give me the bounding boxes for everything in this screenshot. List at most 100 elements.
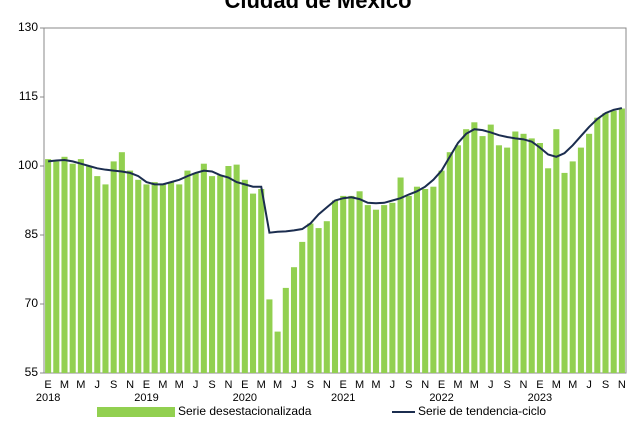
bar: [618, 108, 625, 373]
bar: [528, 138, 535, 373]
bar: [102, 184, 109, 373]
bar: [151, 182, 158, 373]
bar: [315, 228, 322, 373]
year-label: 2019: [134, 392, 158, 404]
x-tick-label: M: [257, 379, 266, 391]
bar: [168, 182, 175, 373]
x-tick-label: J: [586, 379, 592, 391]
bar: [487, 124, 494, 373]
bar: [463, 129, 470, 373]
bar: [430, 186, 437, 373]
bar: [381, 205, 388, 373]
bar: [225, 166, 232, 373]
bar: [77, 159, 84, 373]
x-tick-label: E: [143, 379, 150, 391]
x-tick-label: J: [291, 379, 297, 391]
x-tick-label: S: [405, 379, 412, 391]
x-tick-label: M: [158, 379, 167, 391]
bar: [299, 241, 306, 373]
bar: [536, 143, 543, 373]
bar: [577, 147, 584, 373]
y-tick-label: 85: [25, 227, 39, 241]
bar: [86, 166, 93, 373]
x-tick-label: J: [390, 379, 396, 391]
x-tick-label: J: [193, 379, 199, 391]
bar: [274, 331, 281, 373]
year-label: 2020: [233, 392, 257, 404]
bar: [200, 163, 207, 373]
bar: [192, 172, 199, 373]
bar: [479, 136, 486, 373]
bar: [512, 131, 519, 373]
x-tick-label: E: [340, 379, 347, 391]
x-tick-label: N: [126, 379, 134, 391]
bar: [446, 152, 453, 373]
bar: [405, 195, 412, 373]
year-label: 2018: [36, 392, 60, 404]
bar: [217, 175, 224, 373]
x-tick-label: N: [323, 379, 331, 391]
x-tick-label: M: [552, 379, 561, 391]
x-tick-label: S: [307, 379, 314, 391]
x-tick-label: M: [76, 379, 85, 391]
bar: [53, 161, 60, 373]
chart-title: Ciudad de México: [224, 0, 411, 13]
x-tick-label: M: [371, 379, 380, 391]
x-tick-label: N: [520, 379, 528, 391]
x-tick-label: M: [453, 379, 462, 391]
year-label: 2021: [331, 392, 355, 404]
y-tick-label: 70: [25, 296, 39, 310]
bar: [504, 147, 511, 373]
bar: [422, 189, 429, 373]
bar: [282, 287, 289, 373]
x-tick-label: E: [241, 379, 248, 391]
x-tick-label: J: [95, 379, 101, 391]
bar: [471, 122, 478, 373]
legend-label: Serie de tendencia-ciclo: [418, 404, 546, 418]
year-label: 2022: [429, 392, 453, 404]
bar: [413, 186, 421, 373]
bar: [209, 176, 216, 373]
bar: [176, 184, 183, 373]
bar: [495, 145, 502, 373]
x-tick-label: N: [224, 379, 232, 391]
bar: [348, 195, 355, 373]
bar: [356, 191, 363, 373]
x-tick-label: M: [273, 379, 282, 391]
bar: [569, 161, 576, 373]
bar: [331, 200, 339, 373]
bar: [323, 221, 330, 373]
x-tick-label: S: [208, 379, 215, 391]
bar: [69, 163, 76, 373]
y-tick-label: 115: [19, 89, 38, 103]
bar: [241, 179, 248, 373]
bar: [364, 205, 371, 373]
bar: [143, 184, 150, 373]
x-tick-label: M: [60, 379, 69, 391]
bar: [594, 117, 601, 373]
year-label: 2023: [528, 392, 552, 404]
y-tick-label: 100: [18, 158, 38, 172]
x-tick-label: E: [44, 379, 51, 391]
bar: [545, 168, 552, 373]
bar: [94, 176, 101, 373]
legend-label: Serie desestacionalizada: [178, 404, 312, 418]
bar: [159, 184, 166, 373]
bar: [610, 110, 617, 374]
x-tick-label: E: [438, 379, 445, 391]
x-tick-label: S: [602, 379, 609, 391]
line: [47, 107, 623, 234]
x-tick-label: M: [355, 379, 364, 391]
bar: [258, 189, 265, 373]
x-tick-label: N: [618, 379, 626, 391]
x-tick-label: N: [421, 379, 429, 391]
bar: [266, 299, 273, 373]
bar: [127, 170, 134, 373]
x-tick-label: S: [110, 379, 117, 391]
bar: [389, 202, 396, 373]
x-tick-label: M: [175, 379, 184, 391]
bar: [118, 152, 125, 373]
bar: [233, 164, 240, 373]
x-tick-label: J: [488, 379, 494, 391]
